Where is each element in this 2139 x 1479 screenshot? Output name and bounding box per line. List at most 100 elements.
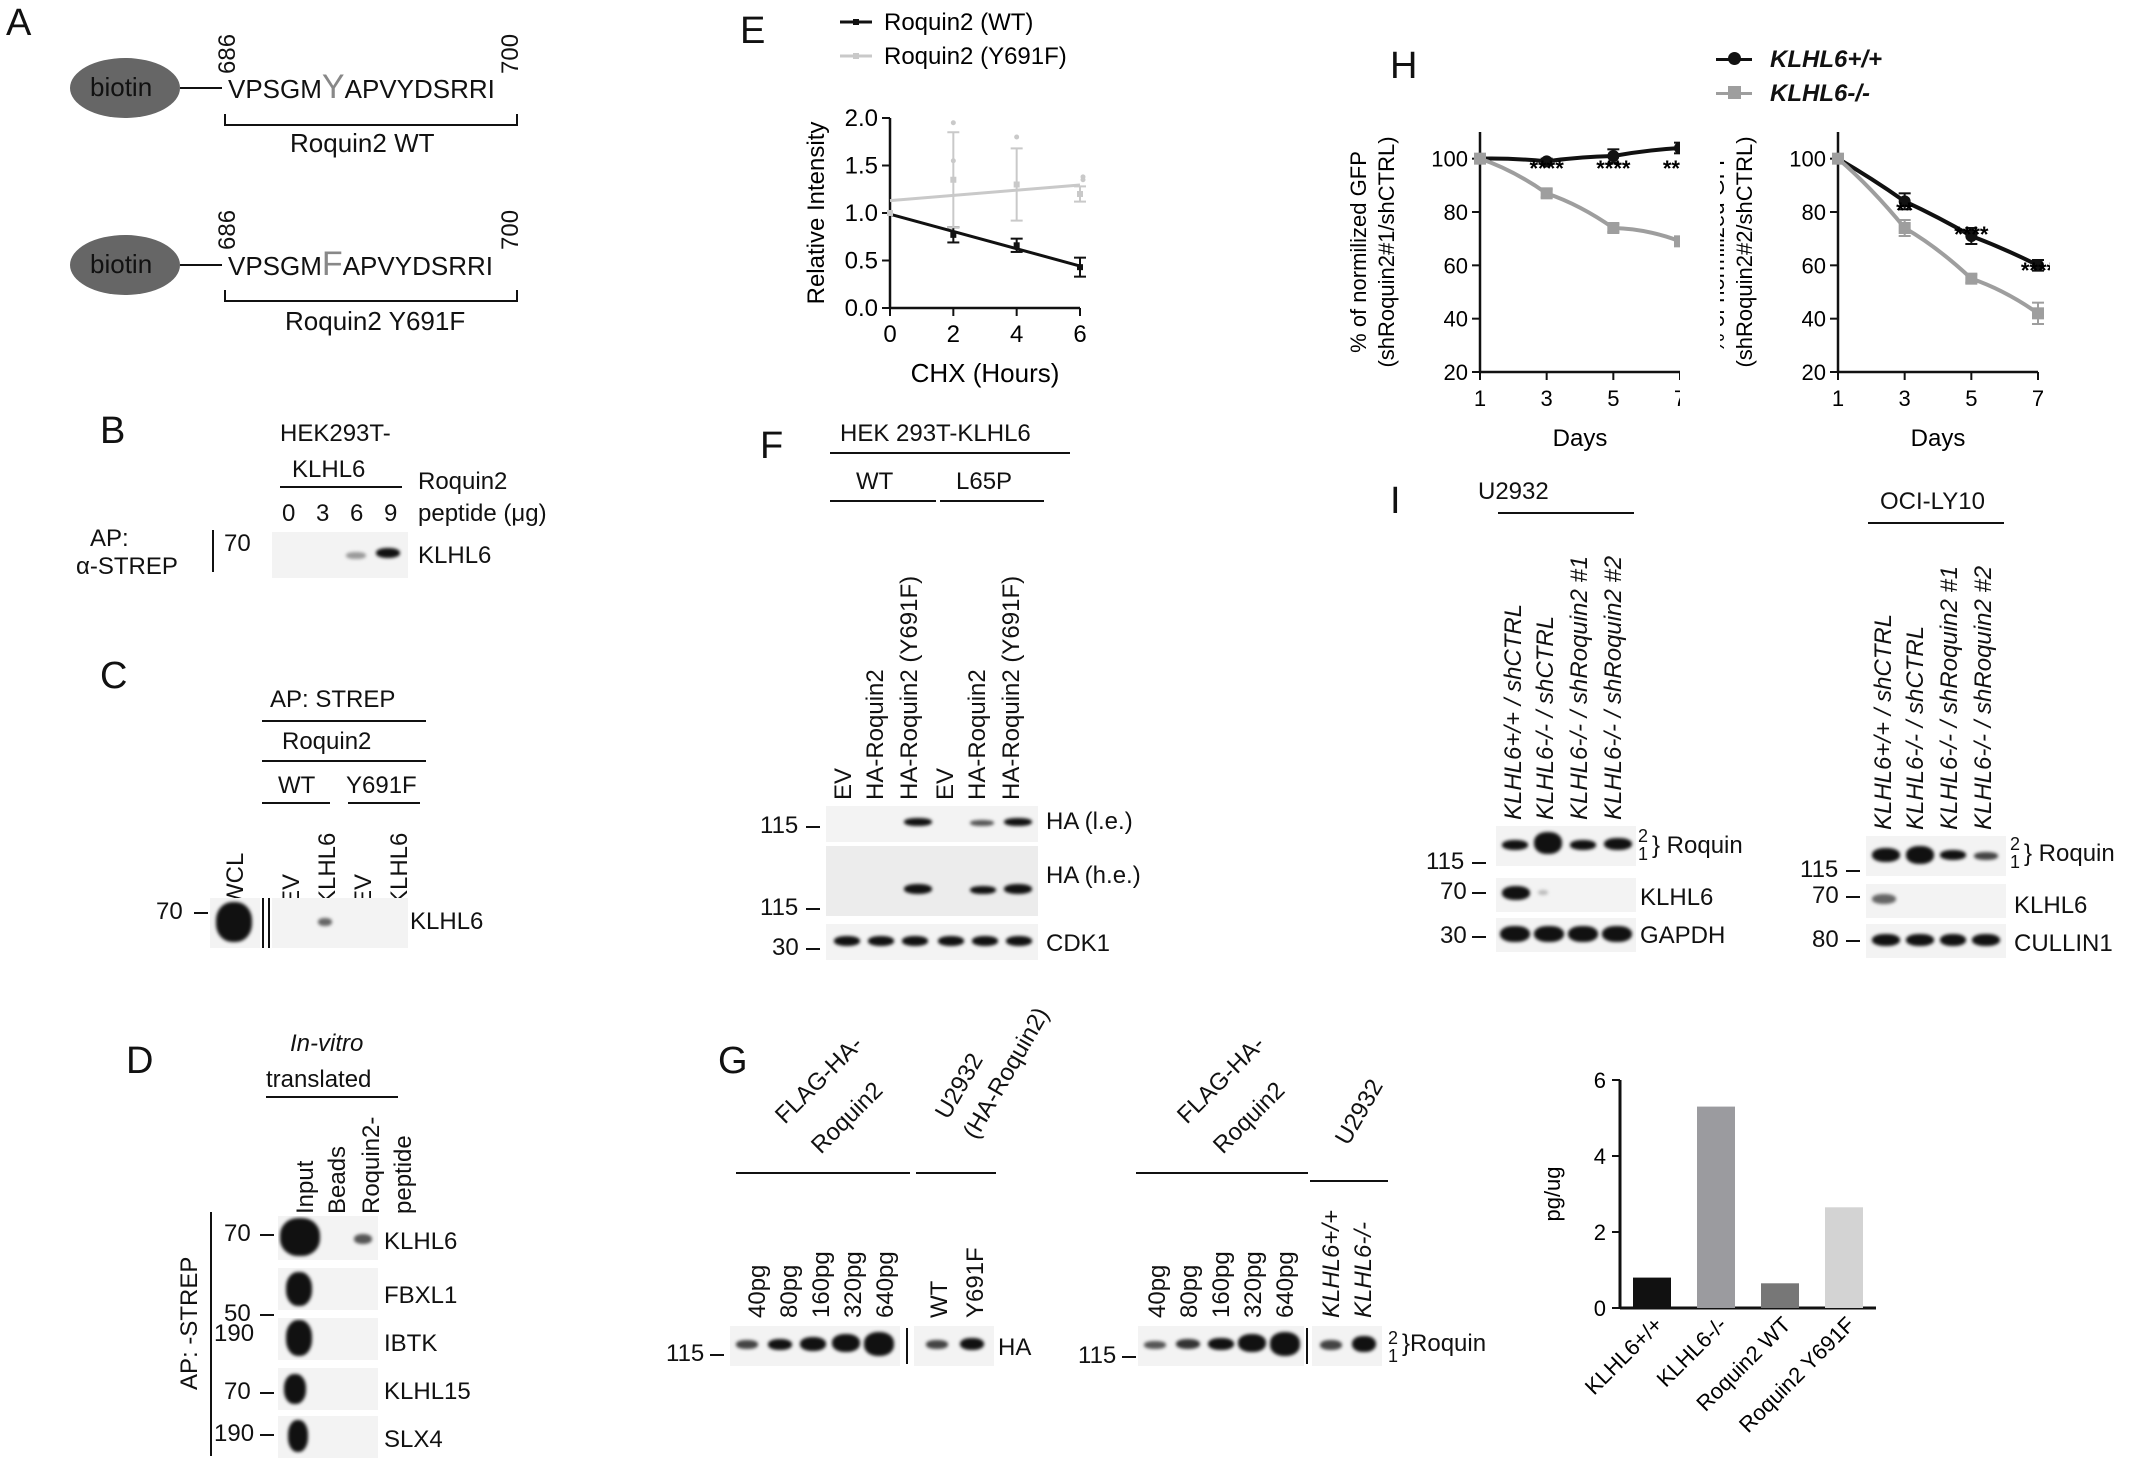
band-label: GAPDH: [1640, 922, 1726, 949]
x-axis-label: CHX (Hours): [911, 358, 1060, 388]
series-line: [1836, 157, 2040, 315]
lane-label: HA-Roquin2 (Y691F): [896, 575, 923, 800]
amount-label: 80pg: [776, 1264, 803, 1318]
cell-line-label-2: KLHL6: [292, 456, 366, 483]
residue-start-number: 686: [214, 209, 241, 250]
biotin-ellipse: [70, 58, 180, 118]
isoform-2: 2: [1638, 826, 1649, 846]
y-tick-label: 100: [1431, 147, 1468, 172]
translated-label: translated: [266, 1066, 372, 1093]
significance-label: ****: [1954, 222, 1989, 247]
wt-bracket: [224, 124, 518, 126]
band-label: KLHL6: [418, 542, 492, 569]
mutant-label: Roquin2 Y691F: [285, 306, 466, 336]
peptide-label: Roquin2: [418, 468, 508, 495]
marker: 70: [224, 1378, 251, 1405]
wt-label: WT: [278, 772, 316, 799]
data-point: [2032, 259, 2044, 272]
lane-label: 0: [282, 500, 296, 527]
band-label: CDK1: [1046, 930, 1111, 957]
ap-strep-label: AP: STREP: [270, 686, 396, 713]
marker: 190: [214, 1320, 255, 1347]
isoform-2: 2: [2010, 834, 2021, 854]
data-point: [1674, 142, 1680, 154]
panel-label-d: D: [126, 1040, 154, 1082]
mutant-label: L65P: [956, 468, 1013, 495]
chart-h1: 20 40 60 80 100 1 3 5 7 Days % of normilized GFP(s…: [1350, 132, 1680, 452]
x-tick-label: 7: [2032, 386, 2044, 411]
blot-cullin1: [1866, 924, 2006, 958]
biotin-label: biotin: [90, 72, 153, 102]
marker: 115: [1426, 848, 1465, 875]
lane-label: KLHL6-/- / shRoquin2 #2: [1970, 565, 1997, 830]
panel-label-i: I: [1390, 480, 1401, 522]
blot-klhl6: [1496, 878, 1636, 912]
lane-label: peptide: [390, 1135, 417, 1214]
marker: 70: [1440, 878, 1467, 905]
data-point: [950, 231, 957, 238]
invitro-label: In-vitro: [290, 1030, 364, 1057]
ap-label-2: α-STREP: [76, 553, 178, 580]
x-axis-label: Days: [1911, 425, 1966, 452]
data-point: [1607, 150, 1620, 162]
data-point: [1898, 222, 1911, 234]
data-point: [1607, 222, 1620, 234]
blot-standards: [730, 1326, 900, 1366]
series-line: [1479, 146, 1680, 164]
x-tick-label: 6: [1073, 321, 1086, 348]
marker: 115: [1800, 856, 1839, 883]
wt-label: Roquin2 WT: [290, 128, 435, 158]
marker: 190: [214, 1420, 255, 1447]
blot-ap: [272, 898, 408, 948]
legend-label-ko: KLHL6-/-: [1770, 80, 1870, 107]
marker: 50: [224, 1300, 251, 1327]
data-point: [1474, 152, 1486, 165]
band-label: HA (l.e.): [1046, 808, 1133, 835]
y-tick-label: 6: [1594, 1068, 1606, 1093]
blot-row: [278, 1416, 378, 1458]
cell-line-title: OCI-LY10: [1880, 488, 1985, 515]
residue-end-number: 700: [497, 209, 524, 250]
band-label: } Roquin: [2024, 840, 2115, 867]
legend-marker-wt: [1728, 52, 1741, 65]
band-label: KLHL6: [1640, 884, 1714, 911]
x-tick-label: 2: [947, 321, 960, 348]
u2932-label: U2932: [1330, 1074, 1389, 1150]
peptide-label-2: peptide (μg): [418, 500, 547, 527]
mutant-label: Y691F: [346, 772, 417, 799]
significance-label: ****: [1530, 156, 1565, 181]
data-point: [1077, 264, 1083, 271]
lane-label: EV: [932, 767, 959, 800]
data-point: [1013, 242, 1020, 249]
x-tick-label: 3: [1541, 386, 1553, 411]
y-axis-label: Relative Intensity: [803, 122, 830, 305]
lane-label: WT: [926, 1280, 953, 1318]
blot-row: [278, 1216, 378, 1260]
blot-u2932: [914, 1326, 994, 1366]
lane-label: Roquin2-: [358, 1116, 385, 1214]
x-tick-label: Roquin2 Y691F: [1734, 1312, 1860, 1438]
band-label: SLX4: [384, 1426, 443, 1453]
amount-label: 40pg: [1144, 1264, 1171, 1318]
chart-h2: 20 40 60 80 100 1 3 5 7 Days % of normilized GFP(s…: [1720, 132, 2050, 452]
x-tick-label: 1: [1474, 386, 1486, 411]
y-tick-label: 60: [1444, 253, 1468, 278]
y-tick-label: 2.0: [845, 105, 878, 132]
significance-label: **: [1896, 198, 1914, 223]
lane-label: HA-Roquin2: [964, 669, 991, 800]
blot-klhl6: [1866, 884, 2006, 918]
lane-label: KLHL6+/+ / shCTRL: [1500, 603, 1527, 820]
y-tick-label: 2: [1594, 1220, 1606, 1245]
blot-row: [278, 1268, 378, 1310]
isoform-2: 2: [1388, 1328, 1399, 1348]
y-tick-label: 1.5: [845, 153, 878, 180]
legend-label-wt: KLHL6+/+: [1770, 46, 1883, 73]
legend-marker-ko: [1728, 86, 1741, 99]
y-axis-label: % of normilized GFP: [1720, 151, 1729, 353]
replicate-point: [950, 120, 956, 126]
wt-sequence: VPSGMYAPVYDSRRI: [228, 68, 495, 106]
amount-label: 320pg: [1240, 1251, 1267, 1318]
lane-label: KLHL6-/- / shCTRL: [1532, 615, 1559, 820]
replicate-point: [1014, 134, 1020, 140]
chart-e: Roquin2 (WT) Roquin2 (Y691F) 0.0 0.5 1.0 1.5 2…: [803, 9, 1087, 388]
